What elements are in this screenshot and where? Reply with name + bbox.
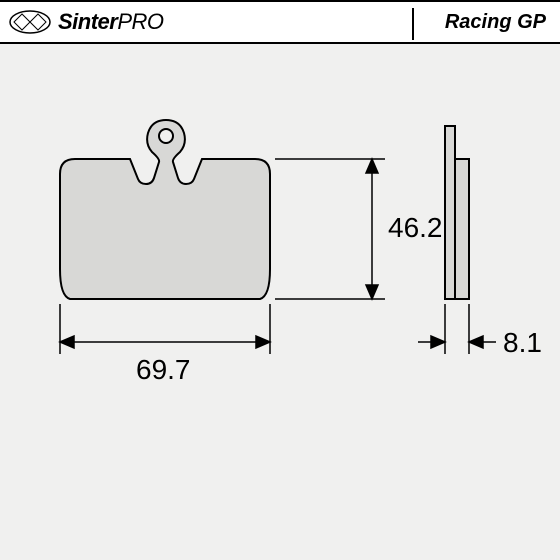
header-bar: SinterPRO Racing GP <box>0 0 560 44</box>
dim-thickness <box>418 304 496 354</box>
side-view <box>445 126 469 299</box>
dim-height <box>275 159 385 299</box>
dim-width <box>60 304 270 354</box>
thickness-value: 8.1 <box>503 327 542 359</box>
height-value: 46.2 <box>388 212 443 244</box>
brand-logo-icon <box>8 9 52 35</box>
brand-block: SinterPRO <box>8 9 164 35</box>
brand-prefix: Sinter <box>58 9 117 34</box>
technical-drawing <box>0 44 560 560</box>
header-divider <box>412 8 414 40</box>
brand-name: SinterPRO <box>58 9 164 35</box>
width-value: 69.7 <box>136 354 191 386</box>
brand-suffix: PRO <box>117 9 163 34</box>
product-name: Racing GP <box>445 11 546 34</box>
front-view <box>60 120 270 299</box>
diagram-area: 69.7 46.2 8.1 <box>0 44 560 560</box>
